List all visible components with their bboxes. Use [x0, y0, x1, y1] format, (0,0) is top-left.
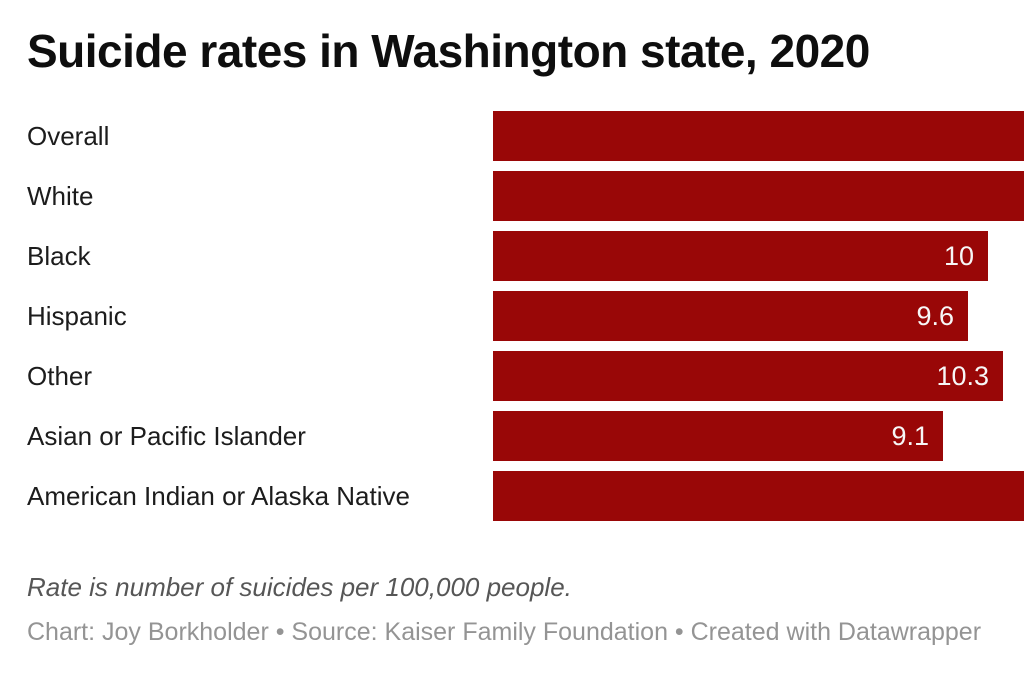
- bar-value-label: 9.6: [916, 301, 954, 331]
- bar-row: Overall: [0, 111, 1024, 161]
- bar: [493, 111, 1024, 161]
- category-label: Asian or Pacific Islander: [27, 421, 306, 451]
- bar: 10.3: [493, 351, 1003, 401]
- bar: 9.1: [493, 411, 943, 461]
- category-label: Black: [27, 241, 91, 271]
- bar-row: Other 10.3: [0, 351, 1024, 401]
- bar: 10: [493, 231, 988, 281]
- bar: [493, 171, 1024, 221]
- bar-row: Black 10: [0, 231, 1024, 281]
- category-label: Hispanic: [27, 301, 127, 331]
- bar-value-label: 9.1: [891, 421, 929, 451]
- bar-row: Hispanic 9.6: [0, 291, 1024, 341]
- bar-value-label: 10.3: [936, 361, 989, 391]
- bar-value-label: 10: [943, 241, 974, 271]
- category-label: American Indian or Alaska Native: [27, 481, 410, 511]
- bar-row: Asian or Pacific Islander 9.1: [0, 411, 1024, 461]
- bar-row: White: [0, 171, 1024, 221]
- bar-chart-plot-area: Overall White Black 10 Hispanic 9.6 Other 10.3 A…: [0, 111, 1024, 531]
- bar: [493, 471, 1024, 521]
- chart-footnote: Rate is number of suicides per 100,000 p…: [27, 572, 572, 602]
- chart-attribution: Chart: Joy Borkholder • Source: Kaiser F…: [27, 618, 982, 646]
- chart-title: Suicide rates in Washington state, 2020: [27, 25, 870, 77]
- bar-row: American Indian or Alaska Native: [0, 471, 1024, 521]
- category-label: Overall: [27, 121, 110, 151]
- category-label: Other: [27, 361, 93, 391]
- category-label: White: [27, 181, 94, 211]
- bar: 9.6: [493, 291, 968, 341]
